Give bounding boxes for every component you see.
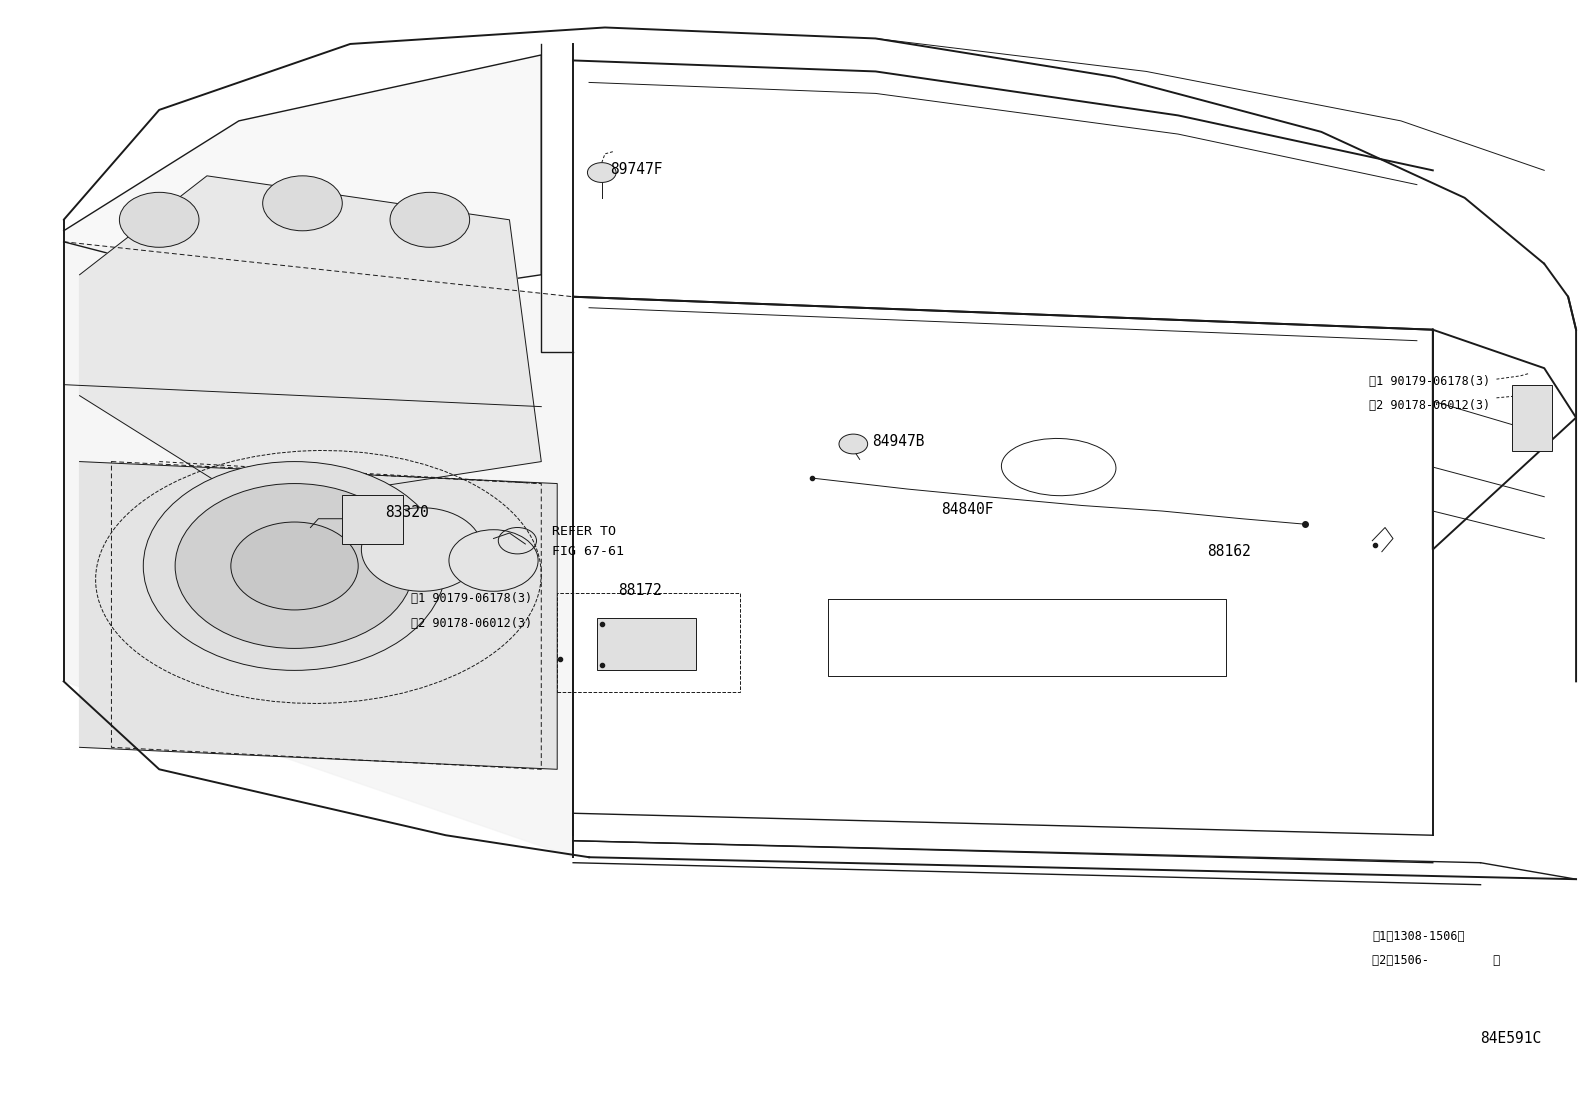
- Text: ※1（1308-1506）: ※1（1308-1506）: [1372, 930, 1465, 943]
- Text: ※2 90178-06012(3): ※2 90178-06012(3): [1369, 399, 1490, 412]
- Text: 84840F: 84840F: [941, 502, 993, 518]
- Circle shape: [175, 484, 414, 648]
- Circle shape: [587, 163, 616, 182]
- Text: ※2（1506-         ）: ※2（1506- ）: [1372, 954, 1501, 967]
- FancyBboxPatch shape: [1512, 385, 1552, 451]
- Text: ※2 90178-06012(3): ※2 90178-06012(3): [411, 617, 532, 630]
- Text: 84E591C: 84E591C: [1481, 1031, 1541, 1046]
- FancyBboxPatch shape: [342, 495, 403, 544]
- Polygon shape: [64, 55, 541, 308]
- Circle shape: [839, 434, 868, 454]
- Text: 83320: 83320: [385, 504, 428, 520]
- Text: 88172: 88172: [618, 582, 661, 598]
- Text: ※1 90179-06178(3): ※1 90179-06178(3): [1369, 375, 1490, 388]
- Polygon shape: [64, 242, 573, 857]
- Circle shape: [231, 522, 358, 610]
- Text: 88162: 88162: [1207, 544, 1250, 559]
- Text: ※1 90179-06178(3): ※1 90179-06178(3): [411, 592, 532, 606]
- FancyBboxPatch shape: [597, 618, 696, 670]
- Polygon shape: [80, 462, 557, 769]
- Text: REFER TO: REFER TO: [552, 525, 616, 539]
- Circle shape: [263, 176, 342, 231]
- Circle shape: [449, 530, 538, 591]
- Polygon shape: [80, 176, 541, 506]
- Circle shape: [119, 192, 199, 247]
- Text: 89747F: 89747F: [610, 162, 662, 177]
- Circle shape: [390, 192, 470, 247]
- Circle shape: [143, 462, 446, 670]
- Text: FIG 67-61: FIG 67-61: [552, 545, 624, 558]
- Text: 84947B: 84947B: [872, 434, 925, 449]
- Circle shape: [361, 508, 482, 591]
